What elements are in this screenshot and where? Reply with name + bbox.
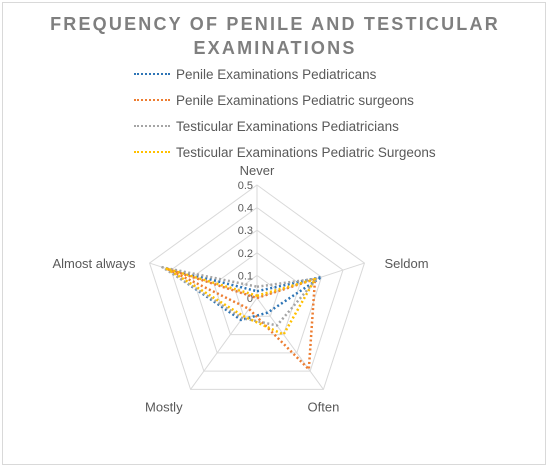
chart-title-line1: FREQUENCY OF PENILE AND TESTICULAR <box>50 14 500 34</box>
legend-item-testicular-surgeons: Testicular Examinations Pediatric Surgeo… <box>134 142 436 162</box>
grid-spoke <box>190 297 258 390</box>
legend-item-testicular-pediatricians: Testicular Examinations Pediatricians <box>134 116 399 136</box>
grid-ring <box>148 184 366 390</box>
tick-label: 0.3 <box>238 225 253 237</box>
category-label: Never <box>240 163 275 178</box>
legend-item-penile-pediatricians: Penile Examinations Pediatricans <box>134 64 376 84</box>
grid-ring <box>191 229 323 354</box>
legend-item-penile-surgeons: Penile Examinations Pediatric surgeons <box>134 90 414 110</box>
series-line-3 <box>165 267 317 336</box>
chart-title-line2: EXAMINATIONS <box>193 38 357 58</box>
legend-label: Penile Examinations Pediatricans <box>176 66 377 82</box>
tick-label: 0.4 <box>238 203 253 215</box>
legend-swatch-blue <box>134 73 170 75</box>
category-label: Often <box>308 399 340 414</box>
grid-ring <box>213 252 301 336</box>
tick-label: 0.1 <box>238 270 253 282</box>
legend-swatch-gray <box>134 125 170 127</box>
category-label: Mostly <box>145 399 183 414</box>
legend-label: Penile Examinations Pediatric surgeons <box>176 92 414 108</box>
tick-label: 0.2 <box>238 248 253 260</box>
legend-swatch-yellow <box>134 151 170 153</box>
grid-ring <box>170 206 344 372</box>
category-label: Almost always <box>52 256 136 271</box>
legend-label: Testicular Examinations Pediatricians <box>176 118 399 134</box>
tick-label: 0 <box>247 293 253 305</box>
category-label: Seldom <box>384 256 428 271</box>
legend-swatch-orange <box>134 99 170 101</box>
tick-label: 0.5 <box>238 180 253 192</box>
chart-frame <box>2 2 546 465</box>
series-line-2 <box>161 266 319 327</box>
legend-label: Testicular Examinations Pediatric Surgeo… <box>176 144 436 160</box>
